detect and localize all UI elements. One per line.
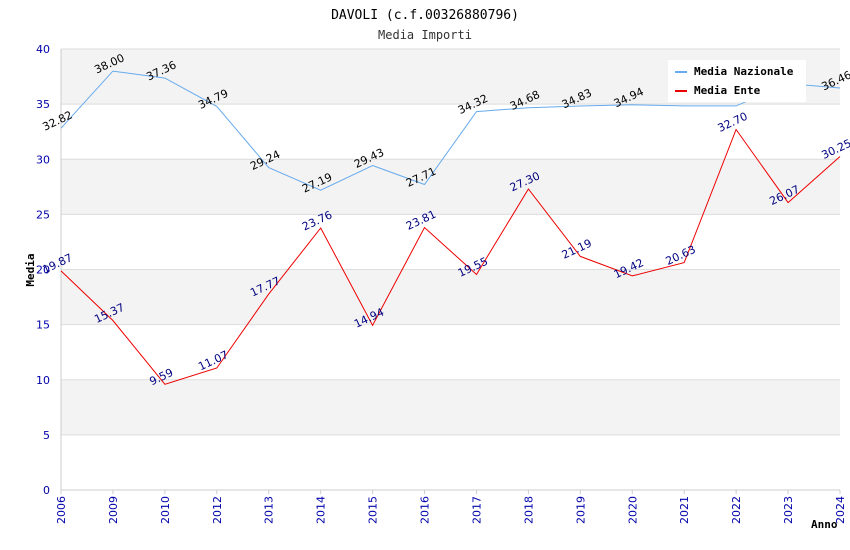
x-tick-label: 2010	[159, 496, 172, 524]
x-tick-label: 2018	[522, 496, 535, 524]
x-tick-label: 2021	[678, 496, 691, 524]
legend: Media Nazionale Media Ente	[668, 60, 806, 102]
y-tick-label: 5	[43, 429, 50, 442]
x-axis-label: Anno	[811, 518, 838, 531]
y-tick-labels: 0 5 10 15 20 25 30 35 40	[36, 43, 50, 497]
data-label-ente: 30.25	[819, 137, 850, 162]
y-tick-label: 30	[36, 153, 50, 166]
y-tick-label: 35	[36, 98, 50, 111]
y-tick-label: 10	[36, 374, 50, 387]
legend-box	[668, 60, 806, 102]
y-tick-label: 15	[36, 319, 50, 332]
x-tick-label: 2023	[782, 496, 795, 524]
y-tick-label: 40	[36, 43, 50, 56]
y-tick-label: 20	[36, 264, 50, 277]
chart-subtitle: Media Importi	[378, 28, 472, 42]
y-axis-label: Media	[24, 253, 37, 286]
chart-title: DAVOLI (c.f.00326880796)	[331, 8, 519, 23]
x-tick-label: 2015	[367, 496, 380, 524]
data-label-ente: 32.70	[716, 110, 750, 135]
legend-label-nazionale: Media Nazionale	[694, 65, 794, 78]
x-tick-label: 2019	[574, 496, 587, 524]
x-tick-label: 2013	[263, 496, 276, 524]
x-tick-label: 2014	[315, 496, 328, 524]
y-tick-label: 25	[36, 208, 50, 221]
grid-band	[61, 269, 840, 325]
grid-band	[61, 159, 840, 215]
series-line-ente	[60, 128, 841, 385]
x-tick-label: 2006	[55, 496, 68, 524]
x-tick-label: 2017	[470, 496, 483, 524]
y-tick-label: 0	[43, 484, 50, 497]
series-lines	[60, 70, 841, 385]
x-tick-label: 2020	[626, 496, 639, 524]
x-tick-label: 2024	[834, 496, 847, 524]
x-tick-label: 2016	[419, 496, 432, 524]
data-label-ente: 21.19	[560, 237, 594, 262]
legend-label-ente: Media Ente	[694, 84, 761, 97]
series-line-nazionale	[60, 70, 841, 191]
x-tick-label: 2012	[211, 496, 224, 524]
grid-band	[61, 379, 840, 435]
data-label-ente: 20.63	[664, 243, 698, 268]
data-label-nazionale: 32.82	[40, 108, 74, 133]
background-bands	[61, 49, 840, 435]
x-tick-labels: 2006 2009 2010 2012 2013 2014 2015 2016 2017 2018…	[55, 496, 847, 524]
x-tick-label: 2022	[730, 496, 743, 524]
x-tick-label: 2009	[107, 496, 120, 524]
axes	[60, 49, 841, 494]
